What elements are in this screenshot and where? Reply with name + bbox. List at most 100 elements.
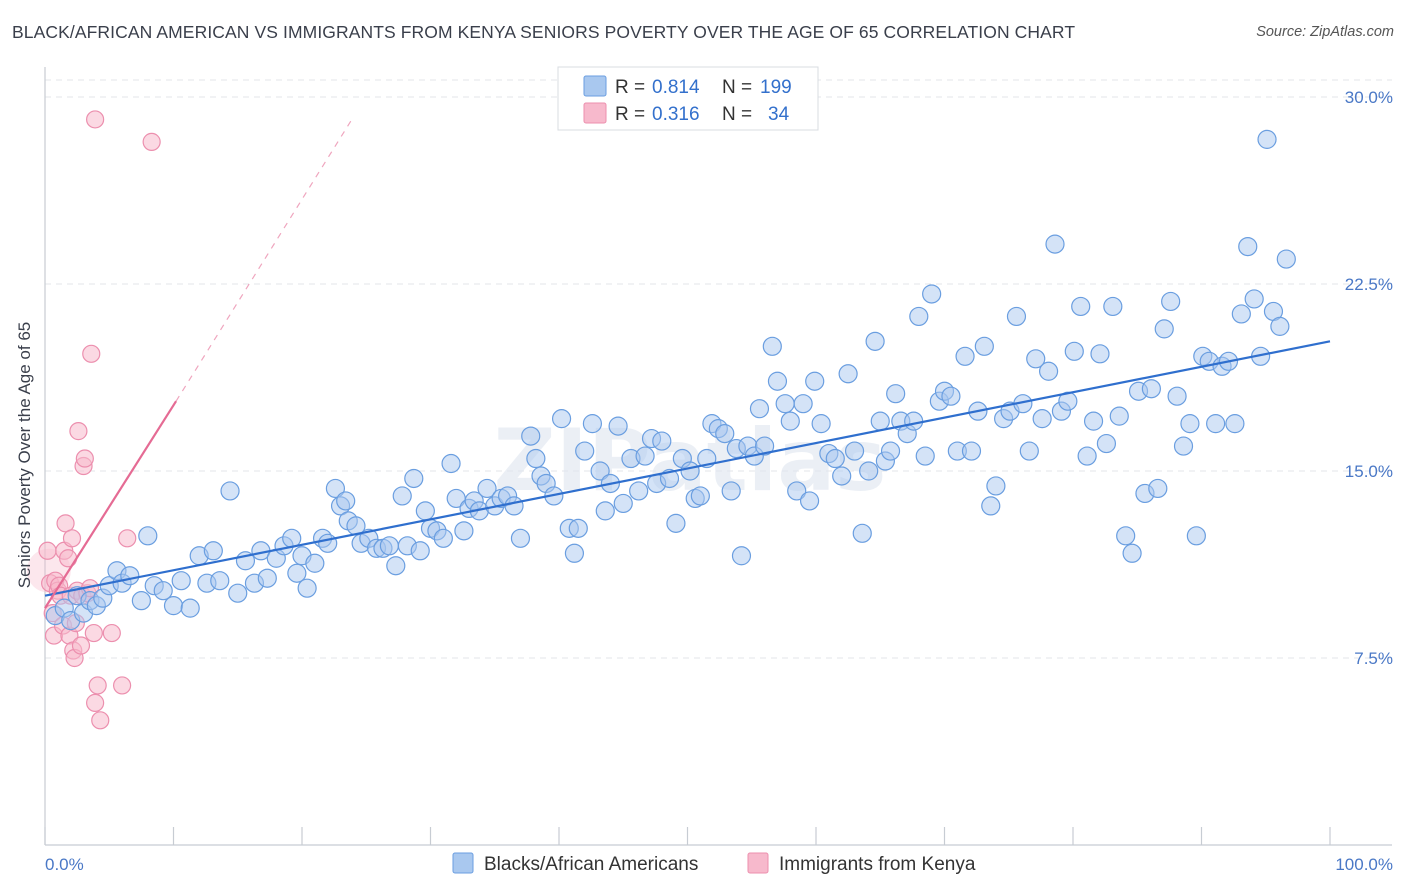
black-point (754, 436, 775, 456)
black-point (961, 441, 982, 461)
black-point (1077, 446, 1097, 466)
kenya-point (102, 623, 121, 643)
black-point (163, 596, 184, 616)
black-point (220, 481, 240, 501)
kenya-point (69, 422, 88, 441)
black-point (799, 491, 820, 511)
series-legend: Blacks/African Americans Immigrants from… (452, 852, 976, 875)
black-point (811, 414, 831, 434)
black-point (131, 591, 151, 611)
black-point (731, 546, 752, 566)
chart-title: BLACK/AFRICAN AMERICAN VS IMMIGRANTS FRO… (12, 22, 1076, 42)
black-point (1116, 526, 1136, 546)
x-tick-label-1: 100.0% (1335, 855, 1393, 874)
axes (44, 67, 1392, 846)
black-point (680, 461, 700, 481)
black-point (865, 331, 885, 351)
black-point (825, 448, 845, 469)
black-point (629, 481, 649, 501)
black-point (1276, 249, 1296, 269)
kenya-point (56, 514, 75, 533)
black-point (1225, 414, 1245, 434)
black-point (1148, 478, 1168, 499)
black-point (379, 536, 399, 556)
x-tick-label-0: 0.0% (45, 855, 84, 874)
black-point (590, 461, 610, 481)
trend-line-kenya-extrapolated (175, 116, 354, 402)
black-point (454, 521, 474, 541)
legend-swatch-blue (583, 75, 607, 97)
black-point (690, 486, 710, 506)
black-point (325, 478, 346, 499)
black-point (941, 386, 961, 406)
black-point (805, 371, 825, 391)
legend-n-label-2: N = (722, 104, 752, 125)
black-point (955, 346, 975, 366)
black-point (171, 571, 191, 591)
black-point (180, 598, 200, 618)
black-point (1090, 344, 1110, 364)
black-point (793, 394, 813, 414)
kenya-point (118, 529, 137, 548)
black-point (1026, 349, 1046, 369)
black-point (1186, 526, 1206, 546)
black-point (904, 411, 924, 431)
black-point (521, 426, 541, 446)
black-point (1038, 361, 1059, 381)
black-point (203, 541, 223, 561)
y-tick-label-3: 30.0% (1345, 88, 1393, 107)
black-point (1103, 296, 1123, 317)
black-point (1244, 289, 1264, 309)
black-point (666, 513, 686, 533)
black-point (832, 466, 852, 486)
black-point (767, 371, 788, 391)
black-point (1006, 306, 1027, 327)
black-point (1019, 441, 1039, 461)
legend-r-value-1: 0.814 (652, 77, 700, 98)
black-point (410, 541, 430, 561)
black-point (852, 523, 872, 543)
kenya-point (71, 636, 91, 655)
black-point (915, 446, 935, 466)
black-point (1096, 433, 1117, 454)
black-point (433, 528, 453, 548)
black-point (1238, 237, 1258, 257)
black-point (974, 336, 994, 356)
legend-r-label-1: R = (615, 77, 645, 98)
bottom-legend-label-pink: Immigrants from Kenya (779, 854, 976, 875)
black-point (257, 568, 277, 588)
black-point (1071, 296, 1091, 317)
legend-r-label-2: R = (615, 104, 645, 125)
black-point (1064, 341, 1084, 361)
black-point (1173, 436, 1194, 456)
black-point (386, 556, 406, 576)
black-point (575, 441, 595, 461)
legend-n-value-1: 199 (760, 77, 792, 98)
black-point (415, 501, 435, 521)
black-point (870, 411, 890, 431)
x-tick-labels: 0.0% 100.0% (45, 855, 1393, 874)
bottom-legend-swatch-pink (747, 852, 769, 874)
black-point (551, 409, 572, 429)
black-point (1257, 129, 1277, 149)
black-point (1161, 291, 1181, 312)
black-point (762, 336, 782, 356)
kenya-point (142, 132, 161, 151)
black-point (608, 416, 628, 436)
correlation-legend: R = 0.814 N = 199 R = 0.316 N = 34 (557, 66, 819, 131)
black-point (1180, 414, 1200, 434)
black-point (404, 468, 424, 489)
series-kenya-points (26, 110, 161, 730)
black-point (844, 441, 865, 461)
black-point (981, 496, 1001, 516)
black-point (787, 481, 807, 501)
black-point (305, 553, 325, 573)
black-point (297, 578, 317, 598)
black-point (595, 501, 615, 521)
kenya-point (62, 529, 82, 548)
kenya-point (86, 110, 105, 129)
legend-n-label-1: N = (722, 77, 752, 98)
black-point (1270, 316, 1290, 336)
black-point (228, 583, 248, 603)
black-point (749, 399, 770, 419)
